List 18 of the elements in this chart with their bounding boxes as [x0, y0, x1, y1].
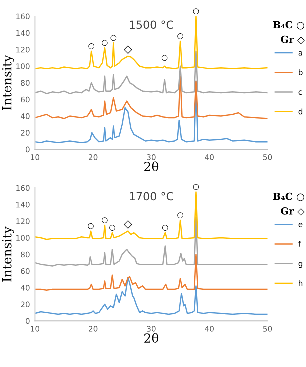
text: Gr ◇: [281, 36, 305, 44]
line-series: [35, 192, 268, 240]
text: B₄C ○: [273, 192, 304, 202]
line-series: [35, 277, 268, 316]
y-axis-title: Intensity: [2, 55, 14, 110]
line-series: [35, 16, 268, 70]
line-series: [35, 254, 268, 291]
y-axis-title: Intensity: [2, 226, 14, 282]
chart-title: 1700 °C: [130, 192, 174, 201]
x-axis-title: 2θ: [144, 333, 159, 344]
annotation: ◇: [124, 220, 132, 229]
chart-title: 1500 °C: [130, 20, 174, 30]
line-series: [35, 216, 268, 267]
text: B₄C ○: [273, 21, 304, 30]
line-series: [35, 76, 268, 120]
annotation: ◇: [124, 46, 132, 54]
text: Gr ◇: [281, 208, 305, 216]
x-axis-title: 2θ: [144, 162, 159, 172]
